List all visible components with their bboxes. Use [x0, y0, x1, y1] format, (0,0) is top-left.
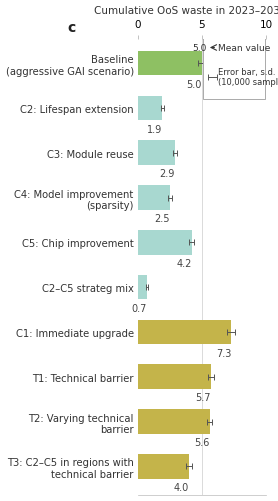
Text: 1.9: 1.9 [147, 124, 162, 134]
Text: Mean value: Mean value [218, 44, 270, 53]
Text: 2.9: 2.9 [160, 169, 175, 179]
Bar [138, 230, 192, 255]
Text: 4.0: 4.0 [174, 482, 189, 492]
Text: 5.7: 5.7 [195, 393, 211, 403]
Text: 5.0: 5.0 [187, 80, 202, 90]
Bar [138, 275, 147, 300]
Text: 5.0: 5.0 [192, 44, 206, 53]
Bar [138, 141, 175, 166]
Text: 5.6: 5.6 [194, 437, 210, 447]
Title: Cumulative OoS waste in 2023–2030 (Mt): Cumulative OoS waste in 2023–2030 (Mt) [94, 6, 278, 16]
Bar [138, 320, 231, 345]
Text: Error bar, s.d.
(10,000 samples): Error bar, s.d. (10,000 samples) [218, 68, 278, 87]
Bar [138, 97, 162, 121]
Text: 7.3: 7.3 [216, 348, 231, 358]
Bar [138, 52, 202, 76]
Bar [138, 186, 170, 210]
Text: 0.7: 0.7 [131, 303, 147, 313]
FancyBboxPatch shape [203, 26, 265, 100]
Text: 4.2: 4.2 [176, 259, 192, 269]
Text: 2.5: 2.5 [154, 214, 170, 224]
Bar [138, 409, 210, 434]
Bar [138, 454, 189, 478]
Text: c: c [68, 21, 76, 35]
Bar [138, 365, 211, 389]
